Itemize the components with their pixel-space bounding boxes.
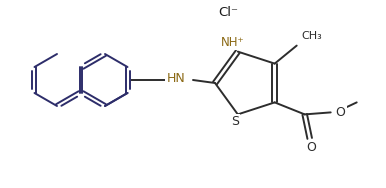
Text: O: O bbox=[306, 141, 316, 154]
Text: NH⁺: NH⁺ bbox=[221, 36, 245, 49]
Text: CH₃: CH₃ bbox=[302, 31, 322, 41]
Text: Cl⁻: Cl⁻ bbox=[218, 5, 238, 18]
Text: S: S bbox=[231, 115, 239, 128]
Text: O: O bbox=[336, 106, 345, 119]
Text: HN: HN bbox=[166, 71, 185, 84]
